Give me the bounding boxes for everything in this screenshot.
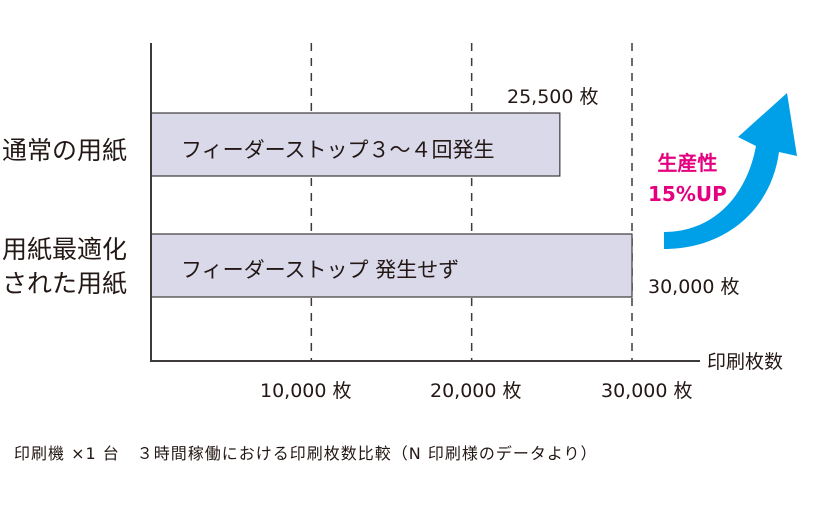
grid-lines — [310, 43, 633, 361]
footnote: 印刷機 ×1 台 ３時間稼働における印刷枚数比較（N 印刷様のデータより） — [14, 444, 598, 463]
x-tick-label-10000: 10,000 枚 — [260, 380, 352, 402]
axes — [150, 43, 700, 362]
value-label-standard: 25,500 枚 — [507, 86, 599, 108]
category-label-standard: 通常の用紙 — [2, 136, 128, 165]
productivity-value: 15%UP — [648, 182, 727, 206]
bar-0 — [150, 112, 561, 177]
bar-text-standard: フィーダーストップ３〜４回発生 — [181, 138, 495, 162]
category-label-optimized: 用紙最適化 された用紙 — [2, 235, 128, 298]
bars — [150, 112, 633, 298]
value-label-optimized: 30,000 枚 — [648, 276, 740, 298]
bar-1 — [150, 233, 633, 298]
x-tick-label-30000: 30,000 枚 — [601, 380, 693, 402]
bar-text-optimized: フィーダーストップ 発生せず — [181, 258, 460, 282]
productivity-label: 生産性 — [657, 151, 718, 175]
x-tick-label-20000: 20,000 枚 — [430, 380, 522, 402]
x-axis-title: 印刷枚数 — [707, 351, 784, 373]
growth-arrow-icon — [664, 93, 797, 249]
productivity-badge: 生産性 15%UP — [648, 148, 727, 210]
